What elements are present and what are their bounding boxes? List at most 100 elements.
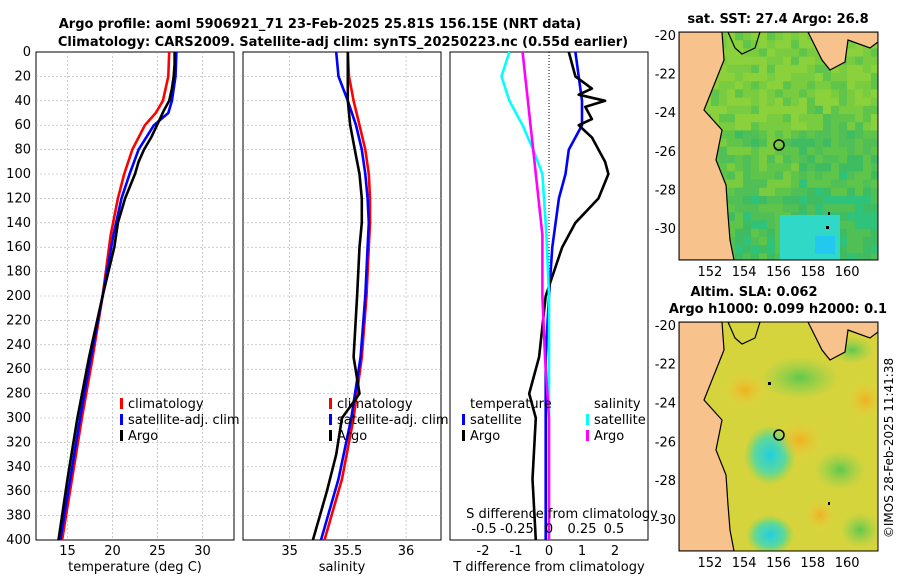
sst-cell <box>847 138 856 148</box>
sst-cell <box>719 138 728 148</box>
profile-satellite-adj-clim <box>59 51 178 541</box>
sst-cell <box>743 32 752 41</box>
map-lat-tick: -22 <box>655 358 676 373</box>
reef-outline <box>807 32 878 71</box>
depth-tick-label: 20 <box>14 69 31 84</box>
sst-cell <box>807 163 816 172</box>
sst-cell <box>839 146 848 156</box>
sst-cell <box>735 179 744 189</box>
sst-cell <box>751 204 760 213</box>
sst-cell <box>815 81 824 90</box>
sst-cell <box>839 64 848 74</box>
sst-cell <box>767 81 776 90</box>
sst-cell <box>783 89 792 98</box>
sst-cell <box>775 32 784 41</box>
sst-cell <box>751 196 760 205</box>
sst-cell <box>743 245 752 254</box>
sst-cell <box>839 105 848 115</box>
sst-cell <box>815 179 824 189</box>
sst-cell <box>727 89 736 98</box>
sst-cell <box>775 114 784 123</box>
sst-cell <box>847 48 856 57</box>
sst-cell <box>783 97 792 107</box>
sst-cell <box>871 237 878 246</box>
sst-cell <box>823 179 832 189</box>
map-lon-tick: 160 <box>835 265 860 280</box>
sst-cell <box>791 40 800 49</box>
sst-cell <box>735 187 744 197</box>
s-tick: 0.25 <box>568 522 597 537</box>
map-lon-tick: 152 <box>697 556 722 571</box>
sst-cell <box>743 237 752 246</box>
sst-cell <box>791 130 800 139</box>
sla-warm-eddy <box>723 372 767 408</box>
legend-title-temperature: temperature <box>470 397 552 412</box>
sst-cell <box>823 163 832 172</box>
sst-cell <box>791 105 800 115</box>
island-dot <box>828 502 830 505</box>
sst-cell <box>831 64 840 74</box>
sst-cell <box>855 228 864 238</box>
sst-cell <box>719 155 728 164</box>
sst-cell <box>751 245 760 254</box>
sst-cell <box>727 146 736 156</box>
sst-cell <box>759 122 768 131</box>
sst-cell <box>847 122 856 131</box>
sst-cell <box>711 105 720 115</box>
sst-cell <box>727 138 736 148</box>
sst-cell <box>727 163 736 172</box>
sst-cell <box>775 146 784 156</box>
sst-cell <box>839 163 848 172</box>
sst-cell <box>743 179 752 189</box>
sst-cell <box>775 64 784 74</box>
sst-cell <box>871 212 878 221</box>
sst-cell <box>871 89 878 98</box>
sst-cell <box>775 89 784 98</box>
sst-cell <box>863 163 872 172</box>
sst-cell <box>871 97 878 107</box>
map-lat-tick: -26 <box>655 435 676 450</box>
sst-cell <box>791 163 800 172</box>
sst-cell <box>751 187 760 197</box>
map-lon-tick: 156 <box>766 265 791 280</box>
legend-title-salinity: salinity <box>594 397 641 412</box>
sst-cell <box>807 89 816 98</box>
sst-cell <box>871 138 878 148</box>
sst-cell <box>767 204 776 213</box>
sst-cell <box>855 245 864 254</box>
sst-cell <box>863 220 872 230</box>
sst-cell <box>791 64 800 74</box>
temperature-axis-ticks: 15 20 25 30 <box>59 544 211 559</box>
x-tick-label: 1 <box>578 544 586 559</box>
map-lon-tick: 158 <box>800 556 825 571</box>
legend-swatch-argo <box>329 430 332 441</box>
sst-cell <box>751 155 760 164</box>
sst-cell <box>855 97 864 107</box>
sst-cell <box>751 122 760 131</box>
sst-cell <box>775 73 784 82</box>
x-tick-label: 0 <box>545 544 553 559</box>
sst-cell <box>735 212 744 221</box>
sst-cell <box>791 187 800 197</box>
sst-cell <box>815 204 824 213</box>
sst-cell <box>759 48 768 57</box>
sst-cell <box>759 237 768 246</box>
sst-cell <box>863 64 872 74</box>
sst-cell <box>815 171 824 180</box>
sst-cell <box>743 146 752 156</box>
sst-cell <box>847 114 856 123</box>
sst-cell <box>775 179 784 189</box>
sst-cell <box>767 179 776 189</box>
sst-cell <box>855 155 864 164</box>
sst-cell <box>759 130 768 139</box>
sst-cell <box>863 171 872 180</box>
sst-cell <box>839 97 848 107</box>
sst-cell <box>775 171 784 180</box>
sst-cell <box>767 73 776 82</box>
sst-cell <box>807 64 816 74</box>
sst-cell <box>775 204 784 213</box>
map-lon-tick: 152 <box>697 265 722 280</box>
sst-cell <box>799 122 808 131</box>
sst-cell <box>871 122 878 131</box>
sst-cell <box>839 130 848 139</box>
